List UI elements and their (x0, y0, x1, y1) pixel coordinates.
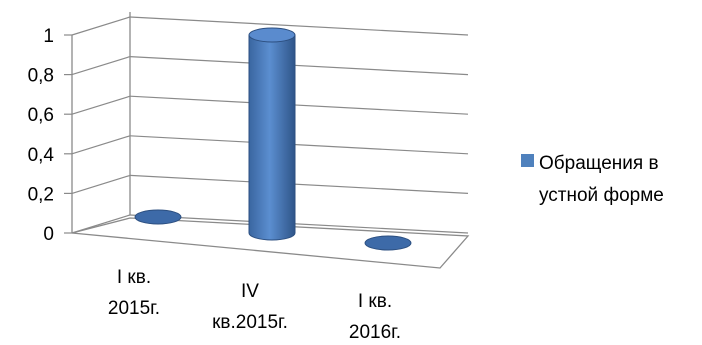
gridline-left-2 (71, 135, 131, 155)
y-tick-label-4: 0,8 (28, 66, 54, 87)
x-tick-label-0-1: 2015г. (108, 298, 160, 319)
gridline-left-0 (71, 214, 131, 234)
bar-body-1 (248, 34, 296, 241)
y-tick-label-1: 0,2 (28, 184, 54, 205)
chart-walls (71, 12, 470, 269)
legend: Обращения в устной форме (514, 148, 699, 212)
x-tick-label-2-1: 2016г. (349, 322, 401, 343)
bar-top-2 (364, 235, 412, 251)
bar-2 (364, 235, 412, 251)
bar-top-0 (134, 209, 182, 225)
y-tick-label-3: 0,6 (28, 105, 54, 126)
bar-0 (134, 209, 182, 225)
x-tick-label-0-0: I кв. (117, 267, 151, 288)
gridline-back-5 (129, 16, 469, 36)
gridline-left-4 (71, 56, 131, 76)
bar-1 (248, 27, 296, 241)
gridline-back-0 (129, 214, 469, 234)
y-axis: 0 0,2 0,4 0,6 0,8 1 (28, 26, 72, 245)
gridline-back-1 (129, 174, 469, 194)
y-tick-label-0: 0 (43, 224, 54, 245)
x-tick-label-2-0: I кв. (358, 291, 392, 312)
gridlines (71, 16, 469, 234)
gridline-back-3 (129, 95, 469, 115)
legend-line-1: Обращения в (539, 153, 659, 174)
gridline-left-3 (71, 95, 131, 115)
floor (71, 217, 470, 269)
x-tick-label-1-0: IV (241, 281, 259, 302)
x-tick-label-1-1: кв.2015г. (212, 312, 288, 333)
y-tick-label-5: 1 (43, 26, 54, 47)
gridline-left-1 (71, 174, 131, 194)
legend-line-2: устной форме (539, 185, 664, 206)
y-tick-label-2: 0,4 (28, 145, 55, 166)
legend-swatch (521, 154, 534, 167)
bar-top-1 (248, 27, 296, 43)
gridline-back-4 (129, 56, 469, 76)
gridline-back-2 (129, 135, 469, 155)
gridline-left-5 (71, 16, 131, 36)
x-axis: I кв. 2015г. IV кв.2015г. I кв. 2016г. (108, 267, 401, 343)
bars (134, 27, 412, 251)
